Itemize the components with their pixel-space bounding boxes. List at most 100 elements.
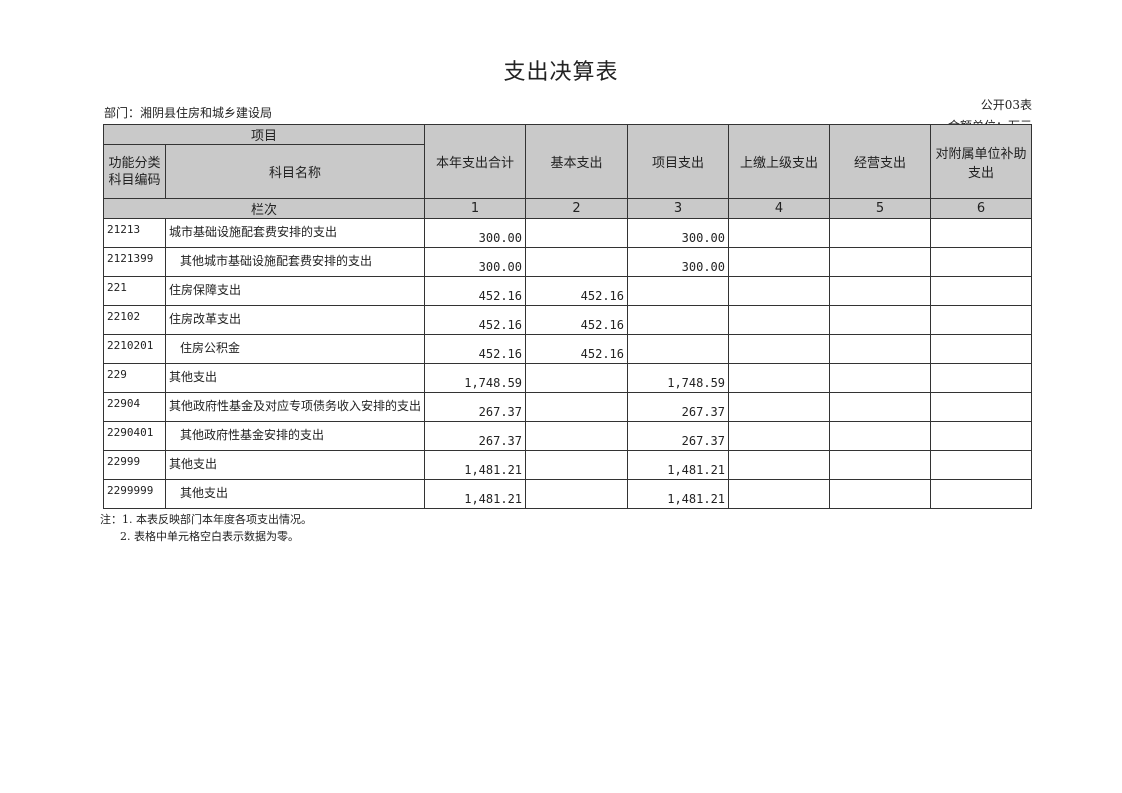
row-value [525, 450, 629, 480]
row-code: 22904 [103, 392, 166, 422]
page-title: 支出决算表 [503, 60, 619, 85]
row-name: 其他政府性基金安排的支出 [164, 421, 426, 451]
row-value [930, 392, 1033, 422]
row-value [728, 363, 831, 393]
row-value: 300.00 [627, 247, 730, 277]
row-value [627, 334, 730, 364]
row-code: 2290401 [103, 421, 166, 451]
note-1: 注：1. 本表反映部门本年度各项支出情况。 [100, 513, 312, 526]
header-col-remit: 上缴上级支出 [728, 124, 831, 199]
header-col-operation: 经营支出 [829, 124, 932, 199]
row-value: 300.00 [627, 218, 730, 248]
row-value [525, 421, 629, 451]
column-number: 4 [728, 198, 831, 219]
row-value [829, 392, 932, 422]
row-value: 300.00 [424, 218, 527, 248]
row-value: 267.37 [424, 421, 527, 451]
notes: 注：1. 本表反映部门本年度各项支出情况。 2. 表格中单元格空白表示数据为零。 [100, 511, 312, 545]
row-value [829, 363, 932, 393]
row-value [930, 218, 1033, 248]
row-value [627, 305, 730, 335]
row-value [930, 479, 1033, 509]
table-row: 22904 其他政府性基金及对应专项债务收入安排的支出 267.37 267.37 [103, 392, 1033, 422]
row-name: 其他支出 [164, 479, 426, 509]
table-row: 21213 城市基础设施配套费安排的支出 300.00 300.00 [103, 218, 1033, 248]
row-value [627, 276, 730, 306]
note-2: 2. 表格中单元格空白表示数据为零。 [120, 530, 299, 543]
row-value: 452.16 [525, 305, 629, 335]
table-row: 221 住房保障支出 452.16 452.16 [103, 276, 1033, 306]
row-code: 21213 [103, 218, 166, 248]
row-value [829, 276, 932, 306]
row-value: 1,481.21 [424, 479, 527, 509]
row-value: 452.16 [424, 305, 527, 335]
row-value [829, 305, 932, 335]
row-value [728, 218, 831, 248]
row-value: 267.37 [627, 392, 730, 422]
row-code: 22102 [103, 305, 166, 335]
row-value: 267.37 [424, 392, 527, 422]
row-value: 300.00 [424, 247, 527, 277]
row-name: 住房公积金 [164, 334, 426, 364]
table-row: 2121399 其他城市基础设施配套费安排的支出 300.00 300.00 [103, 247, 1033, 277]
header-col-total: 本年支出合计 [424, 124, 527, 199]
header-col-project: 项目支出 [627, 124, 730, 199]
row-value [525, 218, 629, 248]
row-value [930, 305, 1033, 335]
table-row: 22999 其他支出 1,481.21 1,481.21 [103, 450, 1033, 480]
row-value [525, 479, 629, 509]
expenditure-table: 项目 本年支出合计 基本支出 项目支出 上缴上级支出 经营支出 对附属单位补助支… [102, 124, 1033, 509]
row-value: 452.16 [424, 334, 527, 364]
row-value [930, 421, 1033, 451]
row-value: 452.16 [424, 276, 527, 306]
row-value [829, 421, 932, 451]
row-value: 1,481.21 [424, 450, 527, 480]
row-value [728, 334, 831, 364]
row-name: 住房改革支出 [164, 305, 426, 335]
row-value [728, 247, 831, 277]
row-value [930, 276, 1033, 306]
row-value [728, 305, 831, 335]
row-value: 452.16 [525, 276, 629, 306]
row-value [829, 218, 932, 248]
row-value [728, 276, 831, 306]
column-number: 5 [829, 198, 932, 219]
row-code: 221 [103, 276, 166, 306]
row-value [829, 479, 932, 509]
row-code: 2121399 [103, 247, 166, 277]
row-code: 2210201 [103, 334, 166, 364]
row-value [829, 247, 932, 277]
row-value: 267.37 [627, 421, 730, 451]
header-project: 项目 [102, 124, 426, 145]
row-code: 229 [103, 363, 166, 393]
row-value [930, 334, 1033, 364]
header-code: 功能分类科目编码 [103, 144, 166, 199]
header-name: 科目名称 [164, 144, 426, 199]
header-col-subsidy: 对附属单位补助支出 [930, 124, 1033, 199]
row-value [829, 334, 932, 364]
row-value [829, 450, 932, 480]
row-name: 其他政府性基金及对应专项债务收入安排的支出 [164, 392, 426, 422]
table-row: 2290401 其他政府性基金安排的支出 267.37 267.37 [103, 421, 1033, 451]
table-row: 2210201 住房公积金 452.16 452.16 [103, 334, 1033, 364]
row-name: 其他支出 [164, 450, 426, 480]
table-row: 229 其他支出 1,748.59 1,748.59 [103, 363, 1033, 393]
row-value: 1,481.21 [627, 450, 730, 480]
table-row: 2299999 其他支出 1,481.21 1,481.21 [103, 479, 1033, 509]
row-value [930, 450, 1033, 480]
row-value [728, 479, 831, 509]
row-value [930, 363, 1033, 393]
row-value [930, 247, 1033, 277]
row-value [728, 421, 831, 451]
row-value [728, 392, 831, 422]
row-value [525, 247, 629, 277]
header-col-basic: 基本支出 [525, 124, 629, 199]
table-row: 22102 住房改革支出 452.16 452.16 [103, 305, 1033, 335]
row-value [525, 363, 629, 393]
row-value: 1,748.59 [424, 363, 527, 393]
row-name: 其他支出 [164, 363, 426, 393]
column-number: 3 [627, 198, 730, 219]
column-number: 6 [930, 198, 1033, 219]
header-row-label: 栏次 [102, 198, 426, 219]
column-number: 2 [525, 198, 629, 219]
